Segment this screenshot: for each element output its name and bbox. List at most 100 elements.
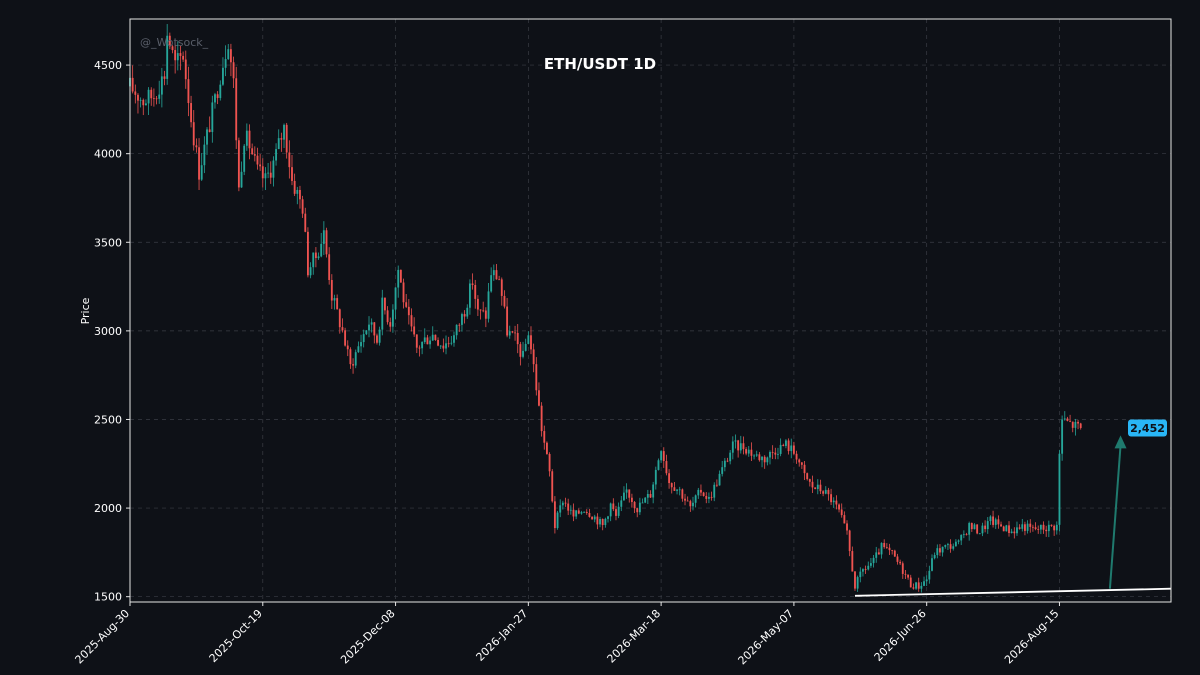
candle-body xyxy=(798,459,801,463)
candle-body xyxy=(405,302,408,307)
candle-body xyxy=(633,501,636,509)
candle-body xyxy=(1047,524,1050,532)
candle-body xyxy=(415,334,418,348)
candle-body xyxy=(160,76,163,95)
candle-body xyxy=(187,79,190,104)
candle-body xyxy=(909,577,912,588)
candle-body xyxy=(240,171,243,188)
candle-body xyxy=(846,523,848,531)
candle-body xyxy=(304,213,307,232)
candle-body xyxy=(750,449,753,456)
candle-body xyxy=(336,298,339,310)
candle-body xyxy=(1042,524,1045,530)
candle-body xyxy=(779,444,782,454)
candle-body xyxy=(1026,523,1029,531)
candle-body xyxy=(710,496,713,498)
y-tick-label: 4500 xyxy=(94,59,122,72)
candle-body xyxy=(479,309,482,311)
candle-body xyxy=(466,307,469,317)
candle-body xyxy=(739,443,742,451)
candle-body xyxy=(1066,418,1069,421)
projection-arrow-shaft xyxy=(1108,445,1122,589)
candle-body xyxy=(630,497,633,502)
candle-body xyxy=(232,62,235,79)
candle-body xyxy=(492,270,495,276)
candle-body xyxy=(346,345,349,350)
candle-body xyxy=(774,452,777,455)
candle-body xyxy=(952,546,955,549)
candle-body xyxy=(439,345,442,347)
candle-body xyxy=(283,124,285,140)
candle-body xyxy=(1063,418,1066,420)
candle-body xyxy=(803,464,806,474)
candle-body xyxy=(721,467,724,474)
candle-body xyxy=(142,99,145,106)
candle-body xyxy=(368,324,370,331)
candle-body xyxy=(1079,423,1082,428)
candle-body xyxy=(490,275,493,292)
watermark: @_Wotsock_ xyxy=(140,36,209,49)
candle-body xyxy=(806,473,809,480)
candle-body xyxy=(726,460,729,462)
candle-body xyxy=(272,160,275,178)
candle-body xyxy=(418,347,421,349)
candle-body xyxy=(984,525,987,530)
candle-body xyxy=(548,453,551,472)
candle-body xyxy=(447,343,450,345)
candle-body xyxy=(737,440,740,451)
candle-body xyxy=(1039,524,1042,530)
candle-body xyxy=(543,431,546,443)
candle-body xyxy=(689,501,692,507)
candle-body xyxy=(506,306,509,336)
candle-body xyxy=(575,510,578,517)
candle-body xyxy=(915,582,917,589)
candle-body xyxy=(564,502,567,504)
candle-body xyxy=(601,519,604,526)
candle-body xyxy=(423,337,426,343)
candle-body xyxy=(163,76,166,79)
candle-body xyxy=(854,571,856,589)
candle-body xyxy=(559,505,562,513)
candle-body xyxy=(468,283,471,308)
candle-body xyxy=(731,441,734,453)
candle-body xyxy=(1000,524,1002,527)
candle-body xyxy=(1037,529,1040,530)
candle-body xyxy=(362,334,365,343)
candle-body xyxy=(893,550,896,557)
candle-body xyxy=(907,574,910,578)
candle-body xyxy=(954,541,957,547)
candle-body xyxy=(628,489,631,498)
candle-body xyxy=(933,555,936,559)
candle-body xyxy=(182,55,185,60)
candle-body xyxy=(131,77,134,92)
candle-body xyxy=(609,503,612,517)
candle-body xyxy=(195,145,198,148)
candle-body xyxy=(769,452,771,458)
candle-body xyxy=(498,279,501,281)
candle-body xyxy=(434,334,437,340)
candle-body xyxy=(705,495,708,499)
candle-body xyxy=(1034,527,1037,530)
candle-body xyxy=(1031,526,1034,528)
candle-body xyxy=(1045,529,1048,532)
candle-body xyxy=(572,509,575,517)
candle-body xyxy=(859,571,862,578)
candle-body xyxy=(192,122,195,146)
candle-body xyxy=(811,481,814,488)
candle-body xyxy=(158,94,161,99)
candle-body xyxy=(580,512,583,514)
candle-body xyxy=(1058,453,1061,525)
candle-body xyxy=(707,496,710,499)
candle-body xyxy=(402,282,405,303)
candle-body xyxy=(166,35,169,79)
candle-body xyxy=(516,332,519,345)
candle-body xyxy=(885,547,888,548)
candle-body xyxy=(508,331,511,336)
candle-body xyxy=(349,349,352,365)
candle-body xyxy=(474,285,477,299)
candle-body xyxy=(152,98,155,100)
candle-body xyxy=(139,99,142,101)
candle-body xyxy=(256,155,259,165)
candle-body xyxy=(426,337,429,345)
candles xyxy=(129,24,1082,593)
